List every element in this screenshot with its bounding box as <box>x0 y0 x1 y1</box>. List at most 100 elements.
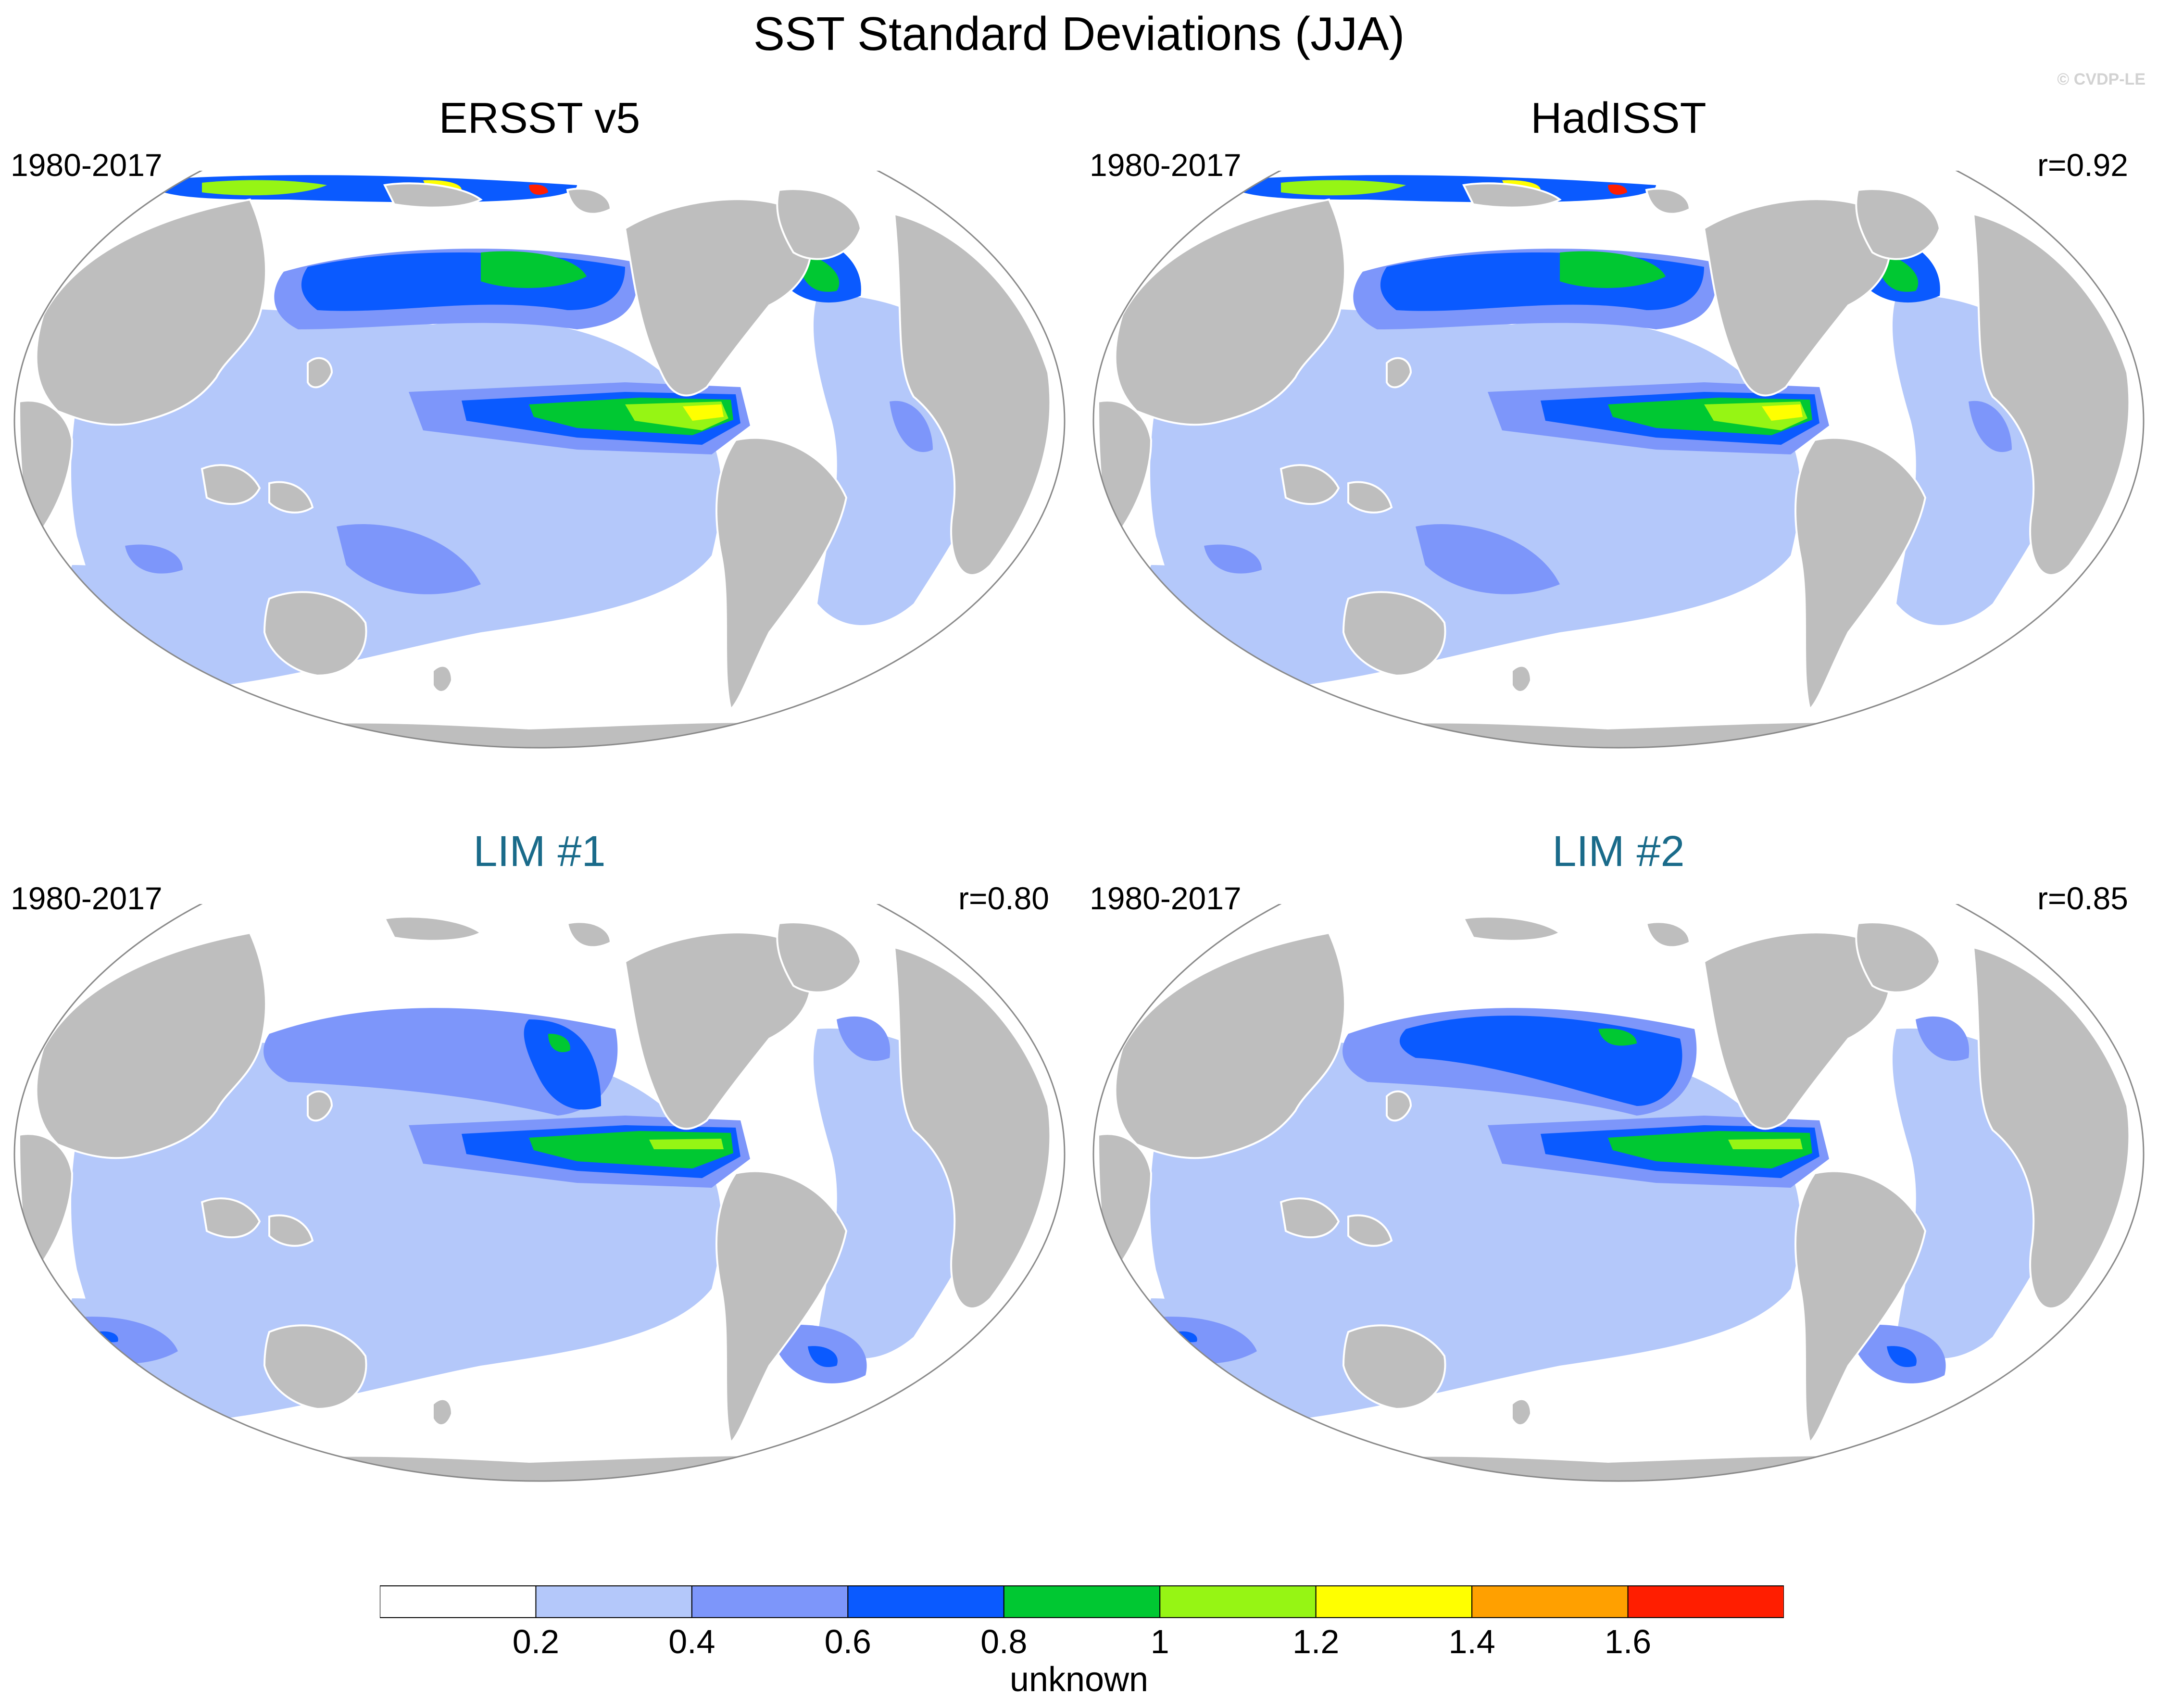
land-mass <box>268 1214 314 1247</box>
panel-title: LIM #2 <box>1552 828 1685 876</box>
land-mass <box>1794 437 1927 711</box>
land-mass <box>1972 213 2131 576</box>
colorbar-swatch <box>380 1585 537 1618</box>
land-mass <box>1794 1170 1927 1444</box>
colorbar-tick-label: 0.2 <box>513 1623 559 1657</box>
land-mass <box>566 188 612 215</box>
sst-contour-level-4 <box>1598 1029 1637 1046</box>
land-mass <box>1347 481 1393 514</box>
land-mass <box>156 1454 931 1481</box>
colorbar-label: unknown <box>1009 1660 1149 1699</box>
credit-watermark: © CVDP-LE <box>2057 70 2145 88</box>
map-content <box>14 171 1065 748</box>
land-mass <box>624 198 812 397</box>
panel-title: HadISST <box>1531 94 1706 142</box>
sst-map <box>13 171 1066 749</box>
land-mass <box>432 1398 453 1426</box>
panel-title: ERSST v5 <box>439 94 640 142</box>
sst-map <box>1092 171 2145 749</box>
sst-map <box>1092 904 2145 1482</box>
land-mass <box>1342 1324 1446 1410</box>
land-mass <box>566 921 612 948</box>
sst-contour-level-5 <box>1728 1139 1803 1149</box>
colorbar-tick-label: 1.2 <box>1292 1623 1339 1657</box>
colorbar-tick-label: 1.4 <box>1448 1623 1495 1657</box>
land-mass <box>624 931 812 1130</box>
colorbar-swatch <box>1471 1585 1629 1618</box>
sst-contour-level-3 <box>524 1019 601 1110</box>
land-mass <box>893 213 1052 576</box>
sst-contour-level-2 <box>337 524 481 594</box>
map-outline <box>13 171 1066 749</box>
sst-contour-level-3 <box>301 252 625 311</box>
land-mass <box>263 1324 367 1410</box>
land-mass <box>1347 1214 1393 1247</box>
land-mass <box>1280 464 1340 505</box>
land-mass <box>263 591 367 677</box>
land-mass <box>156 721 931 748</box>
land-mass <box>1386 1090 1412 1122</box>
colorbar-swatch <box>535 1585 692 1618</box>
map-panel-ersst: ERSST v5 1980-2017 <box>0 94 1079 820</box>
map-content <box>1093 171 2144 748</box>
colorbar: 0.2 0.4 0.6 0.8 1 1.2 1.4 1.6 <box>380 1585 1784 1657</box>
panel-correlation: r=0.85 <box>2037 880 2128 916</box>
sst-contour-level-2 <box>837 1016 891 1061</box>
sst-contour-level-8 <box>1608 184 1627 195</box>
sst-contour-level-5 <box>202 180 327 196</box>
panel-period: 1980-2017 <box>1090 880 1242 916</box>
colorbar-swatch <box>1315 1585 1473 1618</box>
land-mass <box>1235 1454 2010 1481</box>
colorbar-swatch <box>1627 1585 1784 1618</box>
land-mass <box>383 182 483 209</box>
sst-contour-level-3 <box>808 1346 838 1368</box>
land-mass <box>1703 198 1891 397</box>
land-mass <box>201 1197 261 1239</box>
sst-contour-level-2 <box>1416 524 1560 594</box>
land-mass <box>307 357 333 389</box>
sst-contour-level-5 <box>1281 180 1406 196</box>
land-mass <box>715 1170 848 1444</box>
sst-contour-level-4 <box>481 251 587 288</box>
sst-contour-level-2 <box>890 401 933 452</box>
land-mass <box>1511 665 1532 693</box>
colorbar-swatch <box>1159 1585 1317 1618</box>
land-mass <box>1855 188 1941 260</box>
sst-contour-level-6 <box>1762 404 1803 421</box>
sst-contour-level-8 <box>529 184 548 195</box>
map-panel-lim1: LIM #1 1980-2017 r=0.80 <box>0 827 1079 1553</box>
land-mass <box>1342 591 1446 677</box>
sst-contour-level-2 <box>125 544 183 574</box>
land-mass <box>1235 721 2010 748</box>
land-mass <box>776 921 862 993</box>
land-mass <box>1386 357 1412 389</box>
land-mass <box>1855 921 1941 993</box>
panel-period: 1980-2017 <box>11 880 163 916</box>
colorbar-swatch <box>691 1585 849 1618</box>
colorbar-tick-label: 0.4 <box>668 1623 715 1657</box>
land-mass <box>715 437 848 711</box>
figure-title: SST Standard Deviations (JJA) <box>753 7 1405 60</box>
map-outline <box>1092 904 2145 1482</box>
sst-contour-level-4 <box>1560 251 1666 288</box>
map-content <box>1093 904 2144 1481</box>
panel-correlation: r=0.92 <box>2037 147 2128 183</box>
land-mass <box>1645 921 1691 948</box>
map-content <box>14 904 1065 1481</box>
land-mass <box>1462 916 1562 942</box>
land-mass <box>893 946 1052 1309</box>
land-mass <box>1703 931 1891 1130</box>
colorbar-tick-label: 0.6 <box>825 1623 871 1657</box>
land-mass <box>268 481 314 514</box>
land-mass <box>1280 1197 1340 1239</box>
sst-contour-level-4 <box>548 1033 570 1053</box>
colorbar-tick-label: 1 <box>1151 1623 1169 1657</box>
panel-title: LIM #1 <box>473 828 606 876</box>
panel-correlation: r=0.80 <box>958 880 1049 916</box>
map-panel-hadisst: HadISST 1980-2017 r=0.92 <box>1079 94 2158 820</box>
colorbar-swatch <box>847 1585 1004 1618</box>
sst-contour-level-2 <box>1969 401 2012 452</box>
sst-contour-level-3 <box>1380 252 1704 311</box>
land-mass <box>201 464 261 505</box>
land-mass <box>776 188 862 260</box>
